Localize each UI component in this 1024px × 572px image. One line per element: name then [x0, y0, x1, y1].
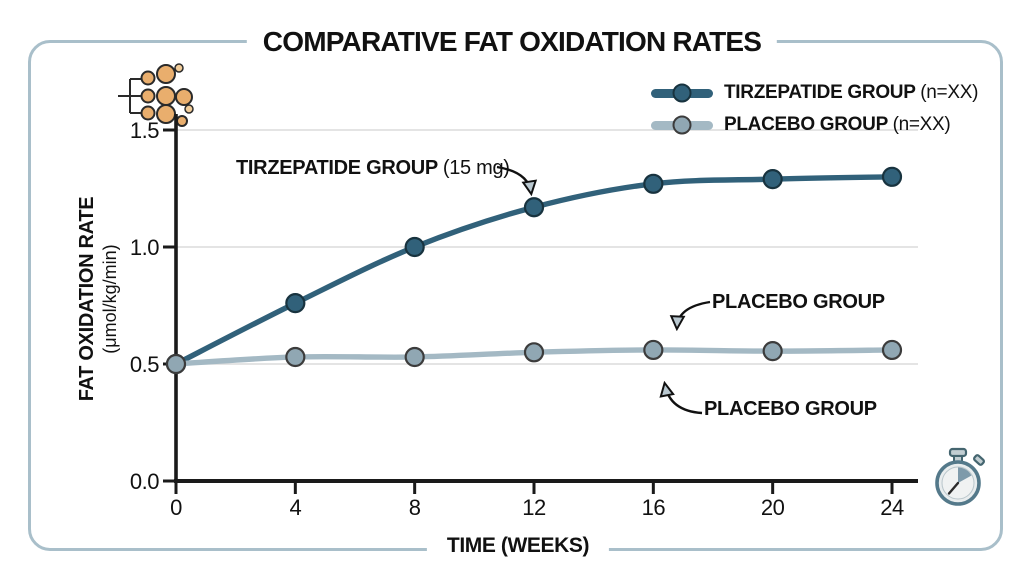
data-point-placebo: [523, 342, 545, 363]
tirzepatide-line-swatch: [651, 83, 713, 103]
x-tick-label: 12: [522, 495, 546, 520]
fat-molecule-icon: [118, 63, 194, 127]
chart-legend: TIRZEPATIDE GROUP (n=XX) PLACEBO GROUP (…: [651, 77, 978, 141]
data-point-tirzepatide: [285, 293, 306, 314]
data-point-placebo: [762, 341, 783, 362]
x-tick-label: 4: [289, 495, 301, 520]
placebo-marker-icon: [672, 115, 692, 135]
chart-frame-border: [28, 40, 1003, 551]
legend-item-placebo: PLACEBO GROUP (n=XX): [651, 109, 978, 141]
y-axis-title-units: (μmol/kg/min): [100, 244, 120, 354]
y-axis-title-main: FAT OXIDATION RATE: [76, 196, 98, 402]
legend-label-placebo: PLACEBO GROUP (n=XX): [724, 114, 951, 136]
x-axis-title: TIME (WEEKS): [426, 531, 610, 561]
data-point-placebo: [643, 339, 664, 361]
legend-n-suffix: (n=XX): [920, 82, 979, 103]
data-point-placebo: [285, 346, 306, 368]
x-tick-label: 20: [761, 495, 785, 520]
x-tick-label: 24: [880, 495, 904, 520]
placebo-lower-annotation-arrow: [665, 385, 703, 415]
legend-label-text: TIRZEPATIDE GROUP: [724, 82, 916, 103]
plot-area: 0.0 0.5 1.0 1.5 0 4 8 12 16 20 24: [130, 114, 918, 520]
y-tick-label: 1.5: [130, 118, 159, 143]
data-point-placebo: [404, 346, 425, 368]
stopwatch-icon: [935, 447, 985, 506]
legend-label-text: PLACEBO GROUP: [724, 114, 888, 135]
data-point-tirzepatide: [762, 169, 783, 190]
legend-item-tirzepatide: TIRZEPATIDE GROUP (n=XX): [651, 77, 978, 109]
legend-n-suffix: (n=XX): [892, 114, 951, 135]
y-tick-label: 1.0: [130, 235, 159, 260]
data-point-placebo: [165, 353, 187, 375]
data-point-tirzepatide: [643, 173, 664, 194]
x-tick-label: 16: [642, 495, 666, 520]
annotation-suffix: (15 mg): [442, 157, 510, 179]
tirzepatide-annotation-arrow: [496, 165, 531, 192]
placebo-upper-annotation: PLACEBO GROUP: [712, 291, 885, 313]
data-point-tirzepatide: [523, 197, 545, 218]
data-point-tirzepatide: [404, 236, 425, 258]
data-point-tirzepatide: [881, 166, 903, 187]
placebo-upper-annotation-arrow: [677, 300, 711, 327]
y-axis-title: FAT OXIDATION RATE (μmol/kg/min): [75, 197, 121, 402]
placebo-lower-annotation: PLACEBO GROUP: [704, 398, 877, 420]
x-tick-label: 0: [170, 495, 182, 520]
x-tick-label: 8: [409, 495, 421, 520]
legend-label-tirzepatide: TIRZEPATIDE GROUP (n=XX): [724, 82, 978, 104]
tirzepatide-annotation: TIRZEPATIDE GROUP (15 mg): [236, 157, 510, 180]
annotation-label: TIRZEPATIDE GROUP: [236, 157, 438, 179]
y-tick-label: 0.0: [130, 469, 159, 494]
data-point-placebo: [881, 339, 903, 361]
chart-title: COMPARATIVE FAT OXIDATION RATES: [246, 24, 778, 60]
placebo-line-swatch: [651, 115, 713, 135]
tirzepatide-marker-icon: [672, 83, 692, 103]
y-tick-label: 0.5: [130, 352, 159, 377]
